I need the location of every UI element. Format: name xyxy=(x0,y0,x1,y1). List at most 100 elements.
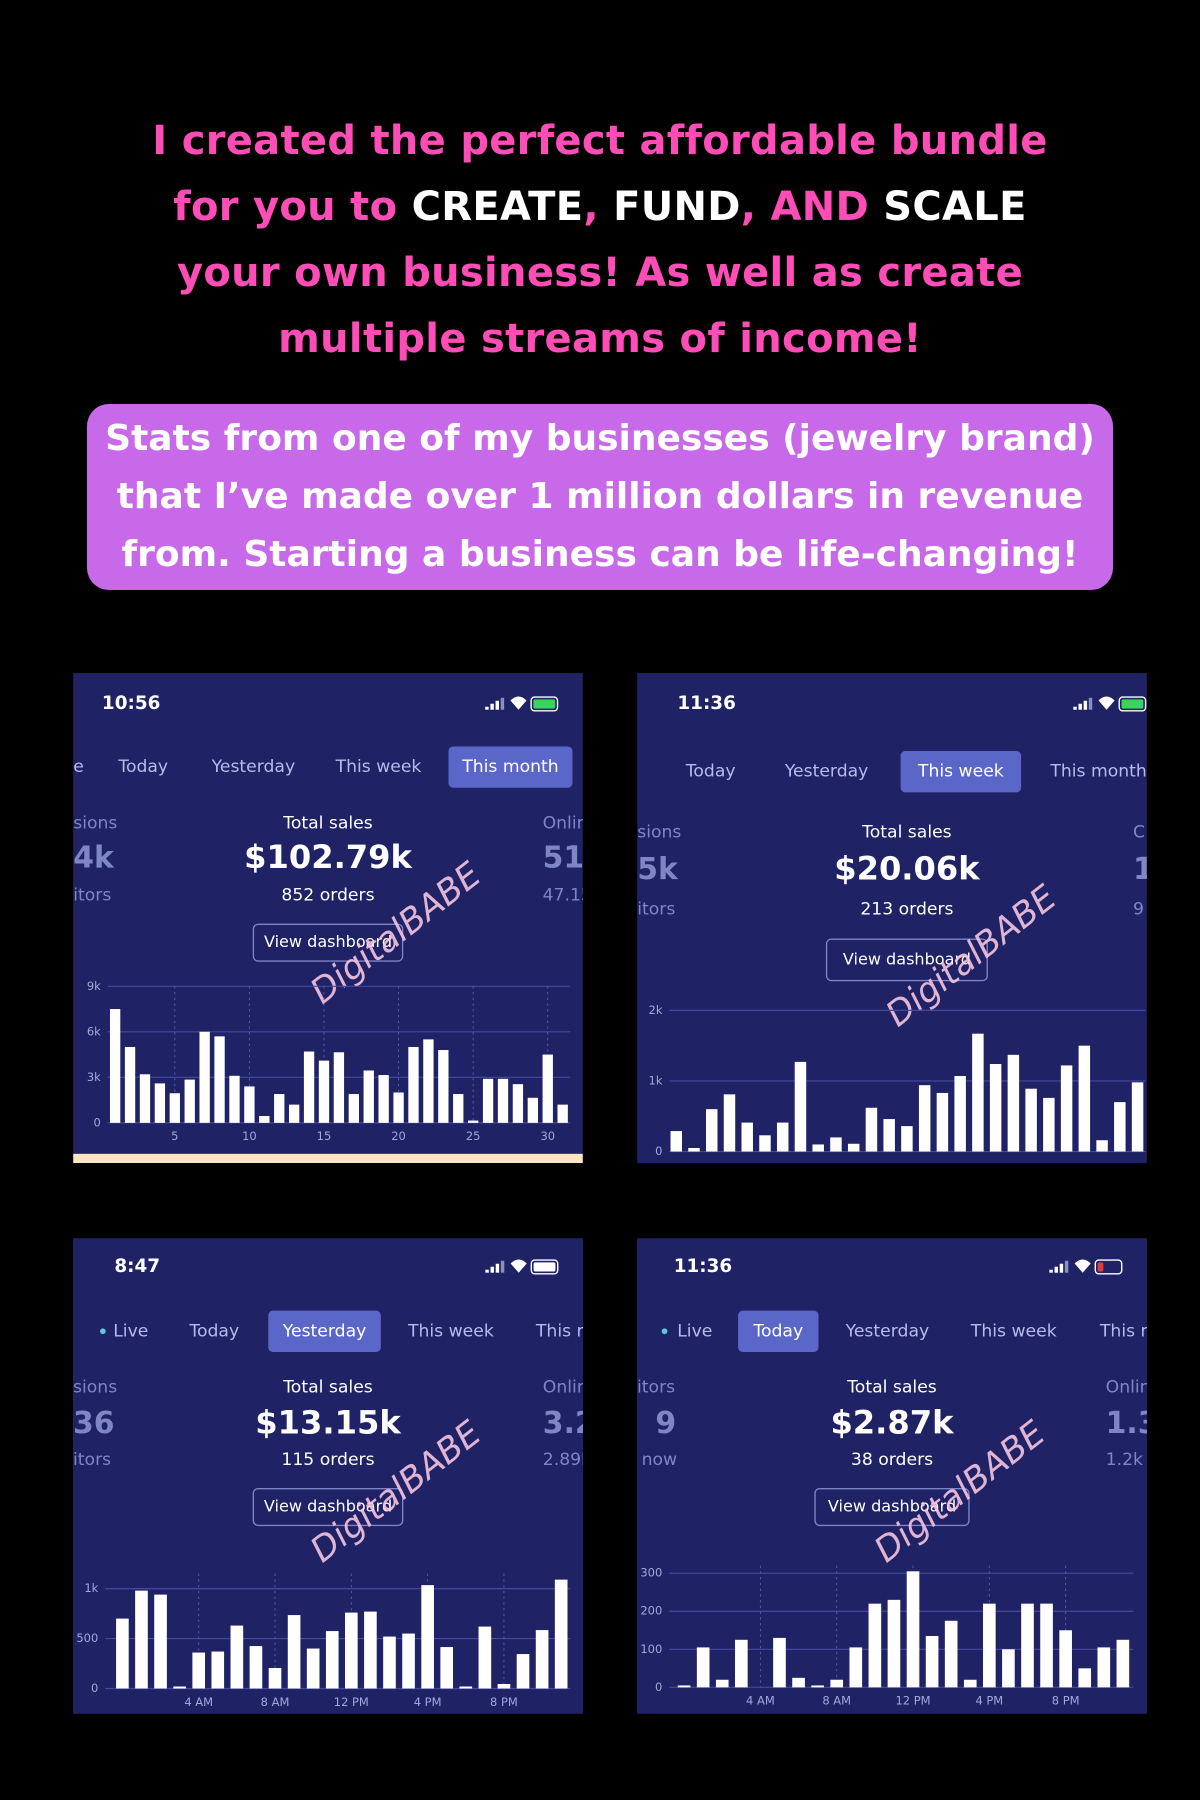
bar xyxy=(554,1579,568,1689)
y-tick-label: 0 xyxy=(91,1681,98,1695)
tab: This r xyxy=(535,1321,583,1341)
metric-center: $102.79k xyxy=(244,838,412,876)
tab: Yesterday xyxy=(211,757,296,777)
x-tick-label: 4 PM xyxy=(975,1694,1003,1708)
bar xyxy=(557,1104,568,1123)
bar xyxy=(1114,1102,1126,1152)
battery-level xyxy=(533,699,556,709)
view-dashboard-label: View dashboard xyxy=(264,1497,392,1516)
bar xyxy=(393,1092,404,1123)
metric-right: Onlin xyxy=(543,813,583,833)
metric-center: $2.87k xyxy=(830,1403,954,1441)
bar xyxy=(287,1615,301,1689)
y-tick-label: 500 xyxy=(76,1631,98,1645)
metric-center: Total sales xyxy=(846,1378,937,1398)
tab: This month xyxy=(461,757,558,777)
tab: This week xyxy=(407,1321,494,1341)
headline-text: FUND xyxy=(613,184,741,230)
x-tick-label: 5 xyxy=(171,1129,178,1143)
dashboard-screenshot: 8:47 Live Today Yesterday This week This r sio… xyxy=(73,1238,583,1714)
metric-left: sions xyxy=(73,813,117,833)
bar xyxy=(135,1590,148,1689)
battery-level xyxy=(1097,1262,1104,1272)
bar xyxy=(408,1046,419,1123)
bar xyxy=(154,1083,166,1123)
headline-line: your own business! As well as create xyxy=(0,240,1200,306)
metric-right: Onlin xyxy=(1106,1378,1147,1398)
tab-active xyxy=(448,746,573,788)
y-tick-label: 2k xyxy=(649,1003,663,1017)
view-dashboard-button xyxy=(814,1487,970,1527)
bar xyxy=(883,1119,895,1152)
metric-left: 36 xyxy=(73,1406,115,1441)
y-tick-label: 200 xyxy=(640,1604,662,1618)
dashboard-screenshot: 11:36 Live Today Yesterday This week This r it… xyxy=(637,1238,1147,1714)
bar xyxy=(989,1064,1002,1152)
metric-right: 1.2k xyxy=(1106,1450,1143,1470)
live-dot xyxy=(661,1328,668,1335)
metric-right: Onlin xyxy=(543,1378,583,1398)
y-tick-label: 0 xyxy=(655,1144,662,1158)
bar xyxy=(423,1039,434,1123)
bar xyxy=(741,1122,753,1152)
metric-right: 2.89l xyxy=(543,1450,583,1470)
status-time: 11:36 xyxy=(674,1256,732,1277)
metric-left: itors xyxy=(637,1378,675,1398)
tab: Yesterday xyxy=(845,1321,930,1341)
tab: Today xyxy=(685,762,736,782)
headline-text: multiple streams of income! xyxy=(278,316,922,362)
bar xyxy=(830,1137,842,1152)
x-tick-label: 12 PM xyxy=(895,1694,930,1708)
bar xyxy=(901,1126,913,1152)
headline-line: I created the perfect affordable bundle xyxy=(0,108,1200,174)
bar xyxy=(735,1639,748,1688)
metric-left: sions xyxy=(637,823,681,843)
battery-level xyxy=(533,1262,556,1272)
bar xyxy=(954,1076,966,1152)
bar xyxy=(259,1116,270,1123)
bar xyxy=(1040,1603,1053,1688)
y-tick-label: 1k xyxy=(84,1581,98,1595)
bar xyxy=(497,1684,511,1689)
bottom-strip xyxy=(73,1153,583,1163)
x-tick-label: 8 AM xyxy=(261,1695,290,1709)
headline-line: for you to CREATE, FUND, AND SCALE xyxy=(0,174,1200,240)
bar xyxy=(1043,1097,1055,1152)
bar xyxy=(184,1079,195,1123)
signal-bar xyxy=(1049,1269,1053,1273)
status-time: 11:36 xyxy=(677,693,735,714)
bar xyxy=(868,1603,882,1688)
signal-bar xyxy=(485,706,489,710)
bar xyxy=(696,1647,710,1688)
metric-center: $20.06k xyxy=(834,849,980,887)
wifi-icon xyxy=(1098,696,1115,710)
metric-right: 47.15 xyxy=(543,886,583,906)
bar xyxy=(887,1599,901,1688)
bar xyxy=(715,1679,729,1688)
bar xyxy=(421,1585,434,1689)
bar xyxy=(378,1075,389,1123)
bar xyxy=(759,1135,771,1152)
status-time: 8:47 xyxy=(114,1256,160,1277)
bar xyxy=(811,1685,824,1688)
bar xyxy=(268,1668,282,1689)
metric-left: 5k xyxy=(637,852,679,887)
bar xyxy=(670,1131,682,1152)
headline-text: , xyxy=(583,184,614,230)
signal-bar xyxy=(1088,697,1093,710)
battery xyxy=(1094,1259,1123,1275)
signal-bar xyxy=(1059,1263,1064,1273)
bar xyxy=(983,1603,996,1688)
bar xyxy=(812,1144,824,1152)
callout-line: that I’ve made over 1 million dollars in… xyxy=(116,476,1084,517)
bar xyxy=(333,1052,345,1123)
bar xyxy=(383,1636,396,1689)
bar xyxy=(211,1651,225,1689)
metric-left: 4k xyxy=(73,840,115,875)
bar xyxy=(116,1618,129,1689)
bar xyxy=(512,1084,524,1123)
battery xyxy=(530,1259,559,1275)
metric-right: 1 xyxy=(1133,852,1147,887)
metric-right: 51. xyxy=(543,840,583,875)
